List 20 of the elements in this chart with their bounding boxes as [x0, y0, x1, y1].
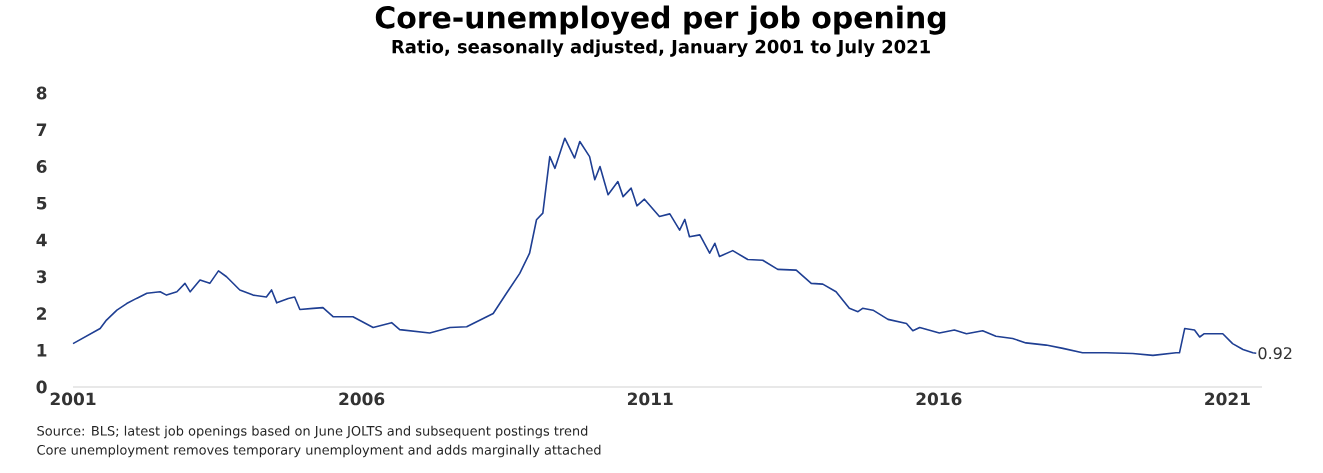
y-tick-label: 8	[36, 86, 47, 100]
y-tick-label: 3	[36, 270, 47, 284]
chart-subtitle: Ratio, seasonally adjusted, January 2001 to July 2021	[392, 39, 930, 58]
y-tick-label: 0	[36, 380, 47, 394]
x-tick-label: 2001	[50, 392, 96, 406]
annotation: 0.92	[1258, 347, 1292, 360]
x-tick-label: 2011	[627, 392, 673, 406]
y-tick-label: 4	[36, 233, 47, 247]
x-tick-label: 2016	[916, 392, 962, 406]
y-tick-label: 7	[36, 123, 47, 136]
x-tick-label: 2006	[339, 392, 385, 406]
text: Core unemployment removes temporary unemployment and adds marginally attached	[37, 444, 601, 458]
y-tick-label: 1	[37, 344, 47, 357]
source-note: Source: BLS; latest job openings based on June JOLTS and subsequent postings trend	[37, 425, 588, 439]
line-series	[72, 137, 1258, 357]
x-tick-label: 2021	[1205, 392, 1250, 406]
y-tick-label: 2	[37, 307, 47, 320]
y-tick-label: 6	[36, 160, 47, 173]
chart-title: Core-unemployed per job opening	[375, 5, 946, 35]
y-tick-label: 5	[37, 196, 47, 210]
